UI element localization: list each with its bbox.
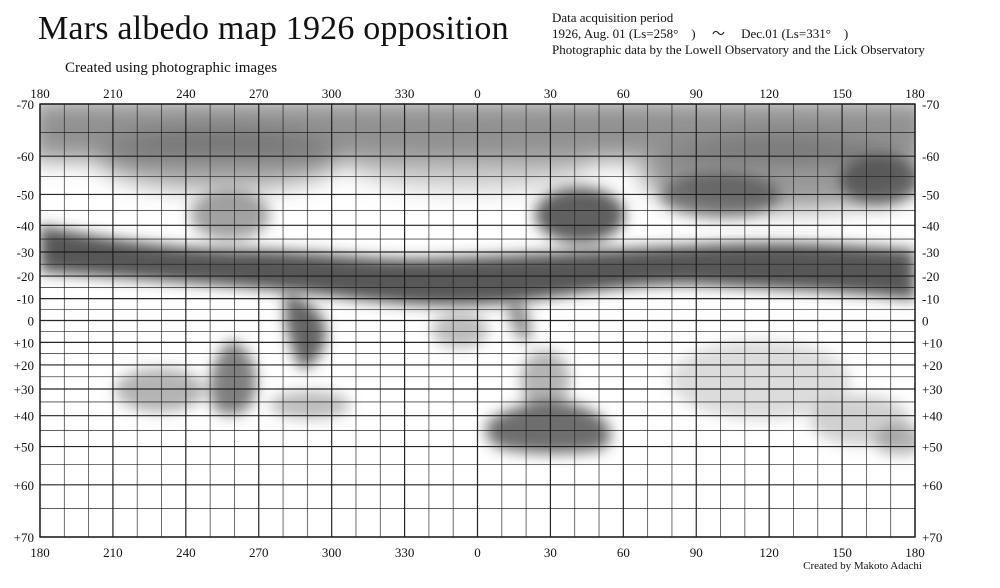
latitude-label-right: +60 (922, 478, 942, 493)
longitude-label-bottom: 180 (30, 545, 50, 560)
latitude-label-left: -10 (17, 292, 34, 307)
latitude-label-left: 0 (28, 314, 35, 329)
longitude-label-top: 330 (395, 86, 415, 101)
longitude-label-top: 30 (544, 86, 557, 101)
credit-text: Created by Makoto Adachi (803, 560, 922, 572)
latitude-label-right: -50 (922, 187, 939, 202)
latitude-label-right: +40 (922, 409, 942, 424)
latitude-label-left: +20 (14, 358, 34, 373)
longitude-label-bottom: 270 (249, 545, 269, 560)
latitude-label-right: -20 (922, 269, 939, 284)
latitude-label-left: -40 (17, 218, 34, 233)
longitude-label-top: 60 (617, 86, 630, 101)
latitude-label-right: -10 (922, 292, 939, 307)
latitude-label-left: +30 (14, 382, 34, 397)
longitude-label-top: 210 (103, 86, 123, 101)
map-frame (39, 103, 916, 538)
latitude-label-left: -20 (17, 269, 34, 284)
longitude-label-bottom: 330 (395, 545, 415, 560)
latitude-label-left: -30 (17, 245, 34, 260)
coordinate-labels: 1801802102102402402702703003003303300030… (14, 86, 943, 560)
latitude-label-left: +10 (14, 335, 34, 350)
latitude-label-left: -60 (17, 149, 34, 164)
info-source: Photographic data by the Lowell Observat… (552, 42, 925, 57)
longitude-label-bottom: 240 (176, 545, 196, 560)
longitude-label-bottom: 180 (905, 545, 925, 560)
latitude-label-right: 0 (922, 314, 929, 329)
longitude-label-top: 120 (759, 86, 779, 101)
longitude-label-bottom: 210 (103, 545, 123, 560)
map-title: Mars albedo map 1926 opposition (38, 10, 509, 47)
south-polar-band (40, 104, 915, 210)
latitude-label-right: -30 (922, 245, 939, 260)
map-subtitle: Created using photographic images (65, 60, 278, 76)
latitude-label-left: -70 (17, 97, 34, 112)
info-block: Data acquisition period 1926, Aug. 01 (L… (552, 10, 992, 58)
longitude-label-top: 180 (30, 86, 50, 101)
latitude-label-right: -40 (922, 218, 939, 233)
info-period: 1926, Aug. 01 (Ls=258° ) ～ Dec.01 (Ls=33… (552, 26, 849, 41)
info-heading: Data acquisition period (552, 10, 674, 25)
longitude-label-top: 240 (176, 86, 196, 101)
longitude-label-top: 300 (322, 86, 342, 101)
latitude-label-right: +10 (922, 335, 942, 350)
longitude-label-bottom: 120 (759, 545, 779, 560)
longitude-label-top: 180 (905, 86, 925, 101)
latitude-label-left: +50 (14, 440, 34, 455)
longitude-label-top: 270 (249, 86, 269, 101)
latitude-label-right: -60 (922, 149, 939, 164)
latitude-label-left: -50 (17, 187, 34, 202)
latitude-label-left: +60 (14, 478, 34, 493)
latitude-label-right: -70 (922, 97, 939, 112)
latitude-label-right: +70 (922, 530, 942, 545)
latitude-label-right: +30 (922, 382, 942, 397)
coordinate-grid (39, 103, 916, 538)
longitude-label-bottom: 150 (832, 545, 852, 560)
longitude-label-bottom: 300 (322, 545, 342, 560)
longitude-label-bottom: 90 (690, 545, 703, 560)
latitude-label-left: +40 (14, 409, 34, 424)
latitude-label-right: +20 (922, 358, 942, 373)
longitude-label-bottom: 30 (544, 545, 557, 560)
longitude-label-bottom: 60 (617, 545, 630, 560)
longitude-label-top: 0 (474, 86, 481, 101)
longitude-label-bottom: 0 (474, 545, 481, 560)
longitude-label-top: 150 (832, 86, 852, 101)
latitude-label-left: +70 (14, 530, 34, 545)
northern-features (485, 340, 915, 455)
latitude-label-right: +50 (922, 440, 942, 455)
longitude-label-top: 90 (690, 86, 703, 101)
